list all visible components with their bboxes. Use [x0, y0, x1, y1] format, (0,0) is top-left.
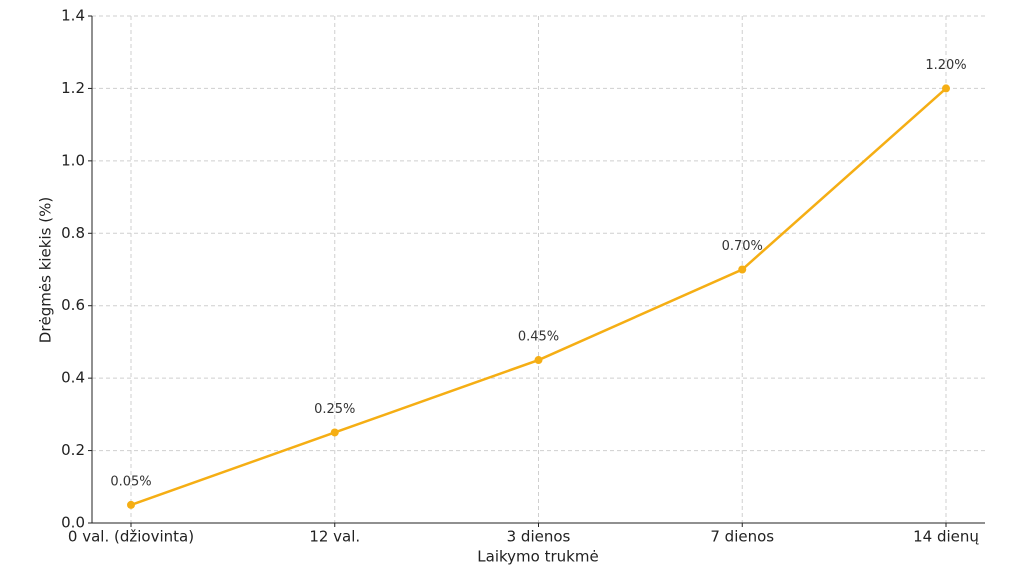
y-tick-label: 1.0 — [61, 151, 85, 169]
x-tick-label: 14 dienų — [913, 528, 979, 546]
value-label: 0.45% — [518, 330, 559, 345]
point — [534, 356, 543, 365]
x-tick-label: 7 dienos — [710, 528, 774, 546]
x-tick-label: 0 val. (džiovinta) — [68, 528, 194, 546]
point — [738, 265, 747, 274]
y-tick-label: 1.2 — [61, 79, 85, 97]
value-label: 0.70% — [722, 239, 763, 254]
y-tick-label: 0.4 — [61, 369, 85, 387]
value-label: 0.25% — [314, 402, 355, 417]
y-tick-label: 1.4 — [61, 7, 85, 25]
x-tick-label: 12 val. — [309, 528, 360, 546]
x-tick-label: 3 dienos — [507, 528, 571, 546]
y-tick-label: 0.0 — [61, 514, 85, 532]
value-label: 0.05% — [110, 474, 151, 489]
y-tick-label: 0.8 — [61, 224, 85, 242]
point — [330, 428, 339, 437]
y-tick-label: 0.2 — [61, 441, 85, 459]
x-axis-label: Laikymo trukmė — [477, 548, 598, 566]
y-axis-label: Drėgmės kiekis (%) — [37, 197, 55, 343]
y-tick-label: 0.6 — [61, 296, 85, 314]
point — [942, 84, 950, 93]
point — [127, 500, 135, 509]
value-label: 1.20% — [925, 58, 966, 73]
